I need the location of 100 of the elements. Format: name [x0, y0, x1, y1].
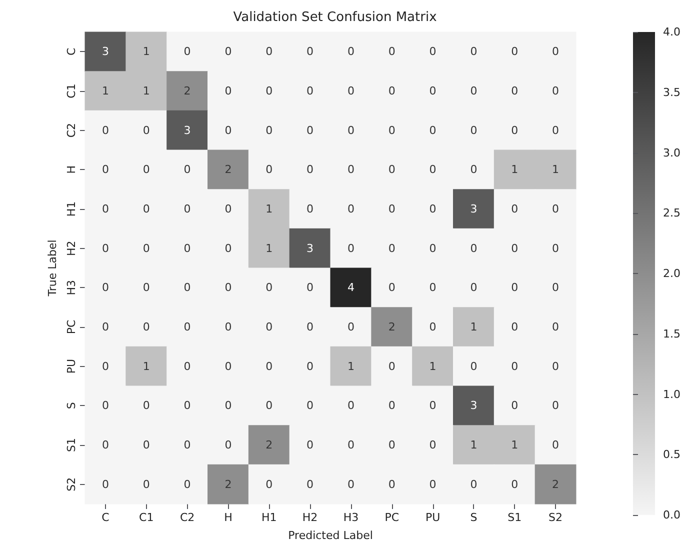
data-label: 0 — [306, 399, 314, 412]
x-tick-label: H — [224, 511, 232, 524]
y-tick-label: PC — [65, 320, 78, 334]
y-tick-label: C2 — [65, 122, 78, 138]
data-label: 0 — [347, 242, 354, 255]
data-label: 0 — [347, 84, 354, 98]
data-label: 0 — [224, 84, 232, 98]
data-label: 2 — [266, 438, 273, 452]
x-tick-label: C — [102, 511, 110, 524]
data-label: 0 — [511, 360, 518, 373]
data-label: 0 — [102, 124, 109, 137]
data-label: 0 — [266, 399, 273, 412]
data-label: 0 — [552, 399, 560, 412]
data-label: 0 — [102, 399, 109, 412]
data-label: 0 — [470, 124, 478, 137]
data-label: 0 — [388, 163, 396, 176]
data-label: 3 — [184, 124, 191, 137]
data-label: 0 — [306, 281, 314, 294]
data-label: 0 — [429, 320, 436, 334]
data-label: 0 — [142, 478, 150, 491]
y-tick-label: H2 — [65, 240, 78, 256]
data-label: 0 — [224, 124, 232, 137]
y-tick-label: C1 — [65, 84, 78, 98]
data-label: 0 — [142, 281, 150, 294]
data-label: 0 — [347, 45, 354, 58]
data-label: 1 — [552, 163, 560, 176]
data-label: 0 — [388, 84, 396, 98]
data-label: 1 — [266, 202, 273, 216]
x-tick-label: S1 — [508, 511, 522, 524]
data-label: 0 — [429, 438, 436, 452]
x-tick-label: S — [470, 511, 478, 524]
data-label: 0 — [184, 45, 191, 58]
data-label: 0 — [224, 320, 232, 334]
data-label: 0 — [142, 242, 150, 255]
color-bar-label: 1.5 — [663, 327, 680, 340]
data-label: 0 — [347, 478, 354, 491]
data-label: 1 — [102, 84, 109, 98]
data-label: 1 — [142, 360, 150, 373]
y-tick-label: C — [65, 48, 78, 56]
data-label: 0 — [470, 84, 478, 98]
data-label: 0 — [552, 202, 560, 216]
data-label: 0 — [306, 84, 314, 98]
data-label: 1 — [511, 163, 518, 176]
data-label: 3 — [470, 399, 478, 412]
chart-title: Validation Set Confusion Matrix — [233, 10, 438, 25]
x-tick-label: PC — [384, 511, 400, 524]
data-label: 0 — [429, 281, 436, 294]
x-tick-label: C1 — [139, 511, 154, 524]
data-label: 0 — [142, 399, 150, 412]
data-label: 0 — [184, 399, 191, 412]
data-label: 0 — [511, 242, 518, 255]
data-label: 0 — [470, 242, 478, 255]
data-label: 0 — [142, 163, 150, 176]
data-label: 0 — [184, 163, 191, 176]
data-label: 0 — [102, 320, 109, 334]
color-bar-label: 0.0 — [663, 508, 680, 522]
data-label: 0 — [552, 242, 560, 255]
y-tick-label: H1 — [65, 201, 78, 217]
data-label: 0 — [388, 360, 396, 373]
data-label: 0 — [184, 438, 191, 452]
data-label: 0 — [470, 45, 478, 58]
data-label: 0 — [266, 124, 273, 137]
data-label: 0 — [470, 360, 478, 373]
y-axis-title: True Label — [46, 240, 60, 298]
data-label: 1 — [142, 84, 150, 98]
y-tick-label: H — [65, 166, 78, 174]
data-label: 1 — [429, 360, 436, 373]
data-label: 0 — [511, 202, 518, 216]
data-label: 0 — [102, 360, 109, 373]
data-label: 0 — [102, 478, 109, 491]
x-tick-label: C2 — [180, 511, 195, 524]
data-label: 0 — [184, 281, 191, 294]
data-label: 0 — [429, 84, 436, 98]
data-label: 0 — [347, 320, 354, 334]
data-label: 0 — [306, 320, 314, 334]
data-label: 0 — [224, 360, 232, 373]
data-label: 0 — [388, 478, 396, 491]
data-label: 0 — [511, 478, 518, 491]
data-label: 1 — [470, 438, 478, 452]
data-label: 0 — [552, 124, 560, 137]
data-label: 0 — [224, 242, 232, 255]
data-label: 0 — [511, 320, 518, 334]
x-tick-label: S2 — [548, 511, 563, 524]
color-bar-label: 3.5 — [663, 86, 680, 99]
data-label: 0 — [224, 438, 232, 452]
data-label: 0 — [224, 399, 232, 412]
data-label: 0 — [388, 45, 396, 58]
x-tick-label: H2 — [302, 511, 318, 524]
data-label: 1 — [470, 320, 478, 334]
data-label: 0 — [429, 242, 436, 255]
data-label: 1 — [347, 360, 354, 373]
data-label: 0 — [552, 360, 560, 373]
data-label: 3 — [306, 242, 314, 255]
data-label: 0 — [347, 438, 354, 452]
data-label: 0 — [552, 320, 560, 334]
data-label: 0 — [552, 45, 560, 58]
color-bar-label: 2.5 — [663, 206, 680, 220]
data-label: 1 — [266, 242, 273, 255]
data-label: 0 — [429, 124, 436, 137]
data-label: 3 — [470, 202, 478, 216]
